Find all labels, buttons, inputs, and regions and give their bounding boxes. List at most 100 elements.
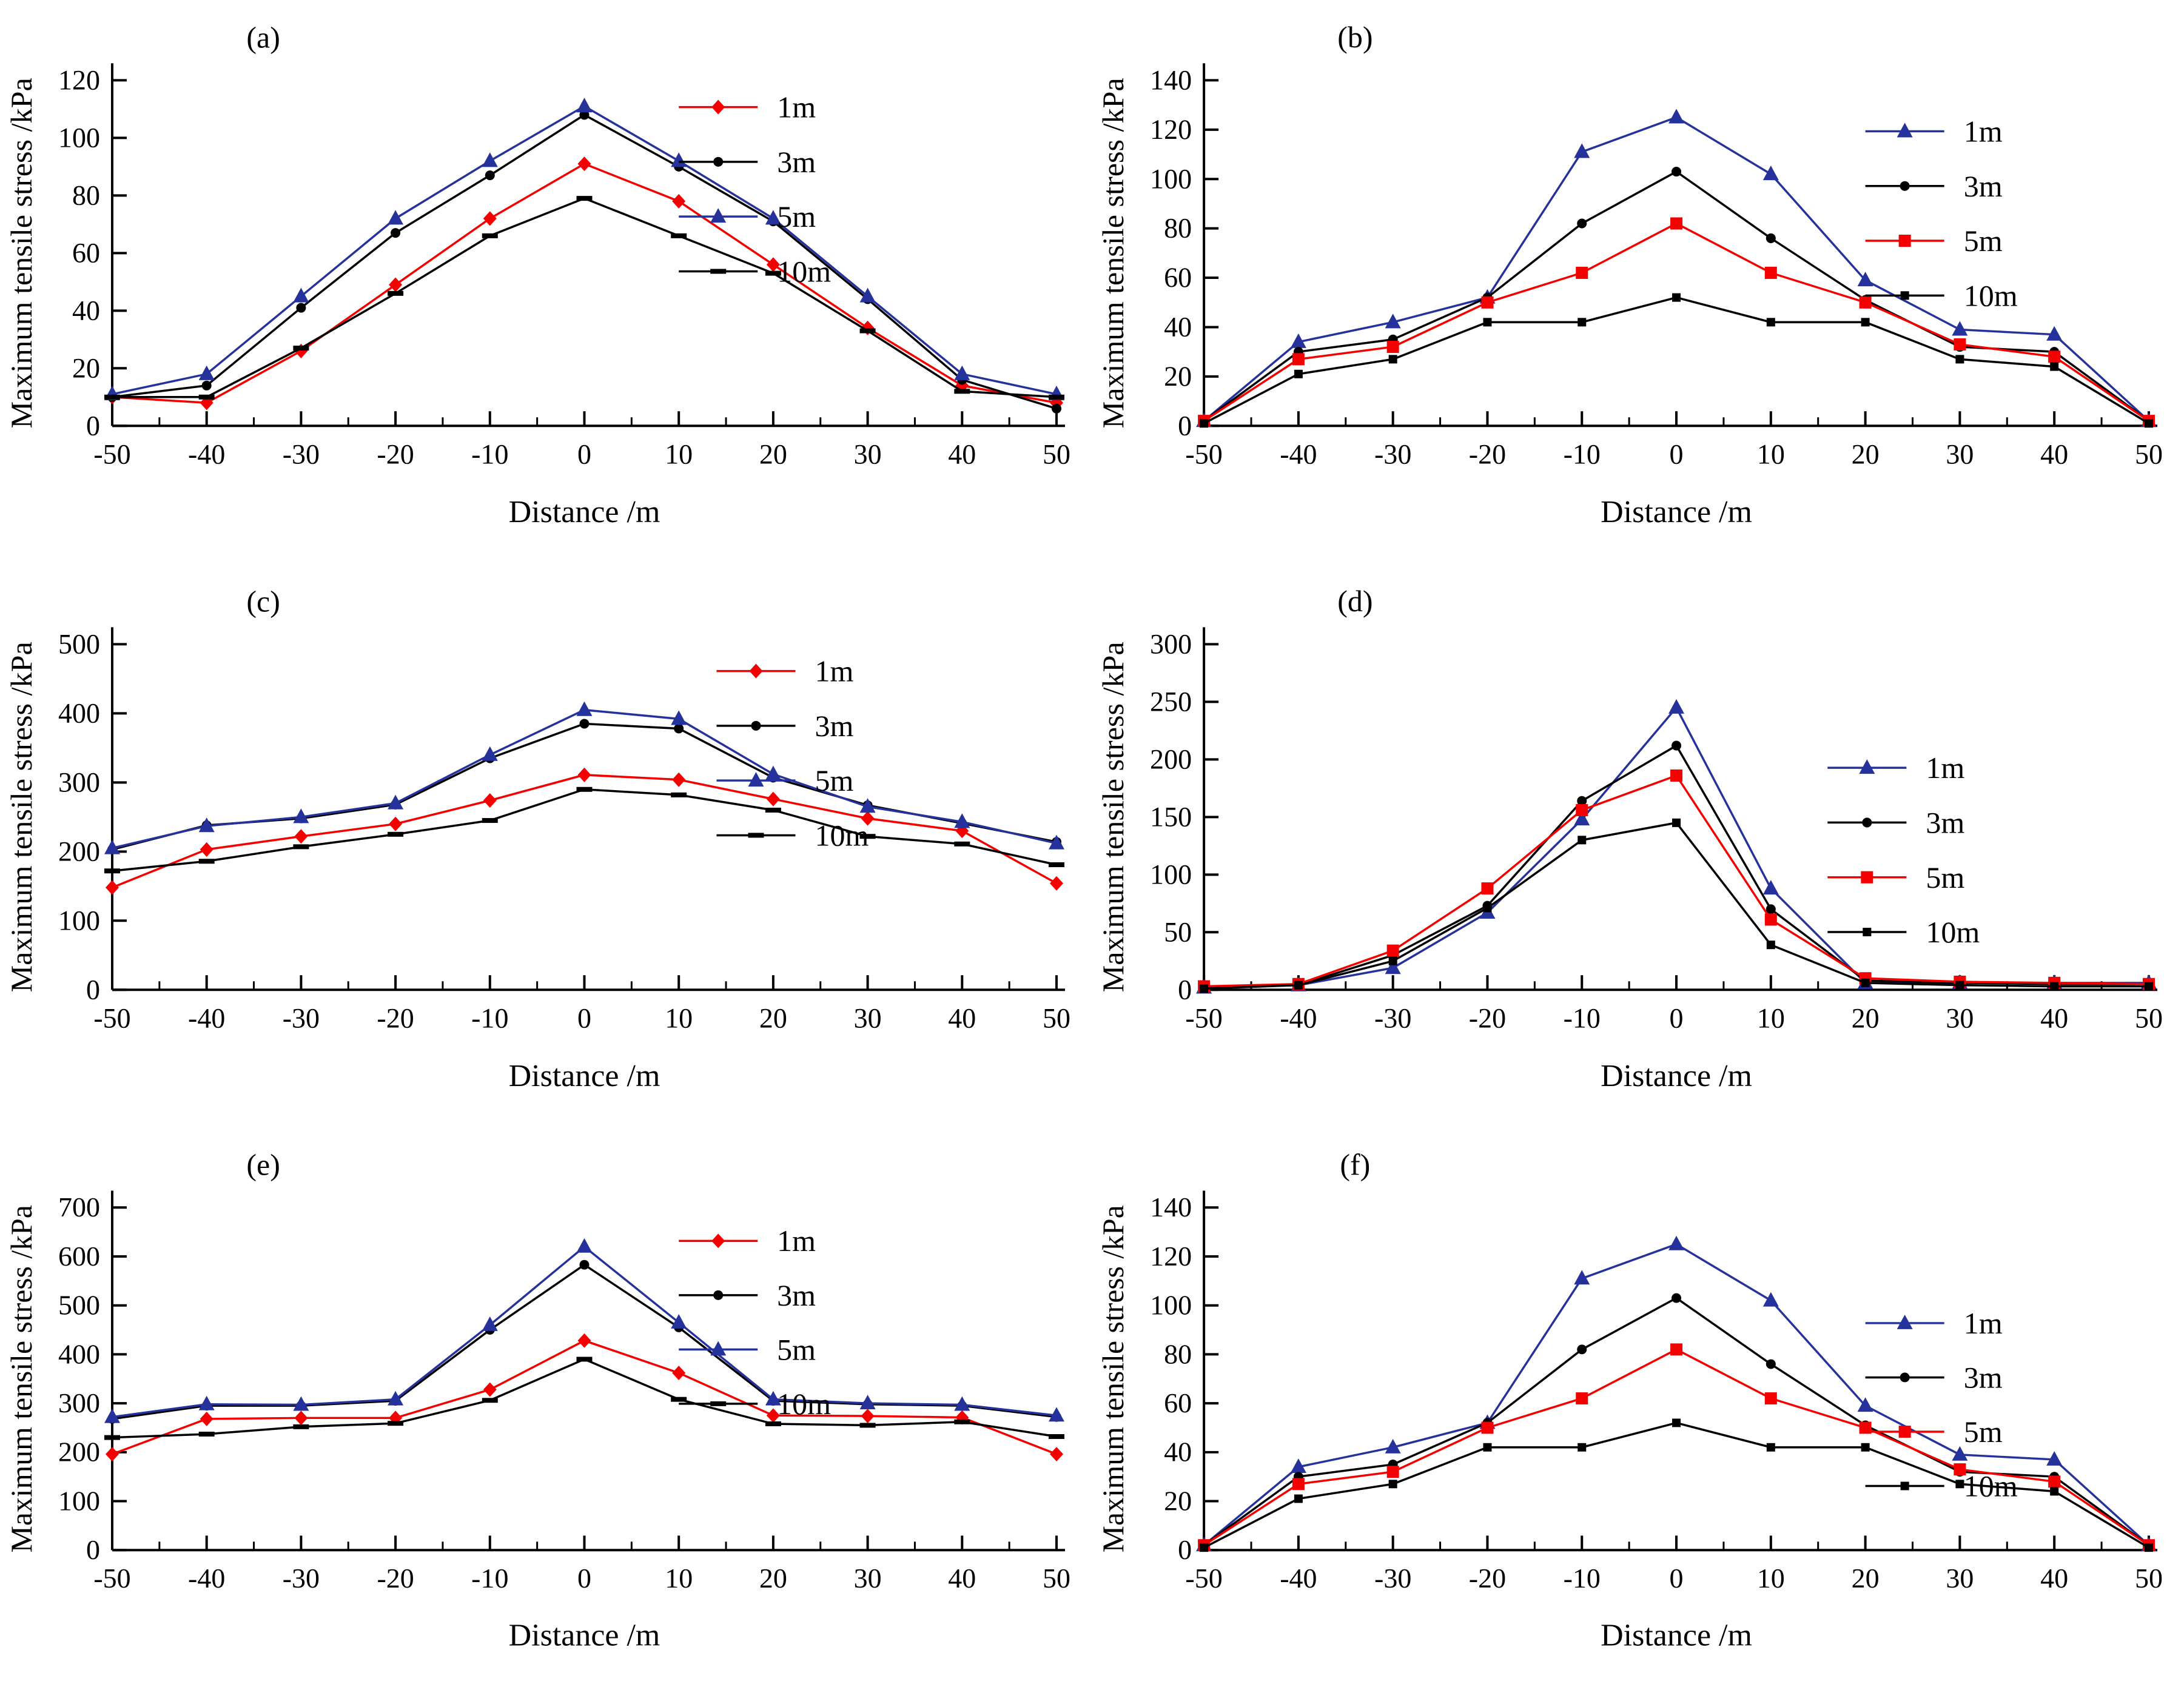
small-square-marker <box>1861 978 1870 987</box>
y-tick-label: 0 <box>1178 1534 1192 1565</box>
small-square-marker <box>1861 318 1870 327</box>
series-1m <box>106 156 1063 411</box>
square-marker <box>1954 1463 1966 1476</box>
triangle-marker <box>1857 1397 1873 1412</box>
triangle-marker <box>1762 166 1779 181</box>
legend-label: 10m <box>777 254 831 288</box>
triangle-marker <box>954 1396 970 1411</box>
series-1m <box>1196 1235 2157 1552</box>
legend-label: 1m <box>1964 1307 2003 1340</box>
x-tick-label: -40 <box>1280 1563 1317 1594</box>
x-axis-ticks: -50 -40 -30 -20 -10 0 10 20 30 40 50 <box>93 975 1070 1033</box>
legend-label: 10m <box>1964 278 2018 312</box>
triangle-marker <box>671 710 687 725</box>
dash-marker <box>859 834 876 839</box>
triangle-marker <box>1762 1292 1779 1307</box>
x-tick-label: -30 <box>1374 1563 1411 1594</box>
diamond-marker <box>577 1333 591 1348</box>
y-axis-title: Maximum tensile stress /kPa <box>1096 642 1130 992</box>
series-line <box>1204 774 2149 988</box>
triangle-marker <box>1952 1446 1968 1461</box>
triangle-marker <box>859 287 876 303</box>
triangle-marker <box>859 1395 876 1410</box>
legend-label: 1m <box>777 1224 816 1258</box>
x-tick-label: -10 <box>1564 1563 1601 1594</box>
x-tick-label: 20 <box>1852 438 1880 469</box>
square-marker <box>1292 1478 1305 1491</box>
dash-marker <box>954 1419 970 1424</box>
dash-marker <box>482 1398 498 1403</box>
y-tick-label: 60 <box>1164 262 1192 293</box>
chart-c: (c) 0 100 200 300 400 500 -50 -40 -30 -20 -10 0 10 20 3… <box>4 584 1070 1093</box>
panel-f: (f) 0 20 40 60 80 100 120 140 -50 -40 -30 -20 -10 0 10 2… <box>1092 1128 2184 1687</box>
dash-marker <box>482 818 498 823</box>
dash-marker <box>576 786 593 792</box>
dot-marker <box>1900 1372 1910 1383</box>
x-tick-label: -20 <box>1469 1002 1506 1033</box>
dot-marker <box>1862 817 1872 828</box>
axes <box>1203 627 2157 991</box>
axes <box>1203 63 2157 428</box>
y-axis-ticks: 0 100 200 300 400 500 600 700 <box>58 1192 127 1565</box>
dot-marker <box>1577 218 1587 229</box>
y-tick-label: 120 <box>1150 1241 1192 1272</box>
y-axis-ticks: 0 20 40 60 80 100 120 <box>58 64 127 441</box>
small-square-marker <box>1578 1443 1587 1452</box>
chart-d: (d) 0 50 100 150 200 250 300 -50 -40 -30 -20 -10 0 10 2… <box>1096 584 2163 1093</box>
series-3m <box>107 110 1061 414</box>
x-tick-label: -50 <box>1185 1002 1222 1033</box>
x-axis-ticks: -50 -40 -30 -20 -10 0 10 20 30 40 50 <box>1185 1535 2163 1594</box>
y-tick-label: 200 <box>58 836 100 867</box>
square-marker <box>1764 266 1777 279</box>
x-tick-label: 20 <box>759 438 787 469</box>
panel-letter: (f) <box>1340 1149 1370 1182</box>
small-square-marker <box>1672 818 1681 827</box>
triangle-marker <box>1049 834 1064 850</box>
small-square-marker <box>1388 1480 1397 1489</box>
dash-marker <box>388 831 404 837</box>
series-10m <box>1200 1418 2153 1552</box>
y-tick-label: 20 <box>72 352 100 383</box>
x-tick-label: 30 <box>854 438 882 469</box>
x-tick-label: -20 <box>377 1563 414 1594</box>
x-tick-label: -30 <box>283 1002 320 1033</box>
diamond-marker <box>749 663 763 679</box>
y-tick-label: 250 <box>1150 686 1192 717</box>
diamond-marker <box>672 193 686 209</box>
y-tick-label: 20 <box>1164 361 1192 392</box>
dash-marker <box>671 792 687 797</box>
small-square-marker <box>2050 1487 2059 1496</box>
triangle-marker <box>765 765 781 780</box>
small-square-marker <box>1955 981 1964 990</box>
y-tick-label: 100 <box>58 905 100 936</box>
dash-marker <box>293 1424 309 1429</box>
y-tick-label: 300 <box>1150 628 1192 659</box>
x-tick-label: -50 <box>93 438 130 469</box>
x-tick-label: 40 <box>948 438 976 469</box>
diamond-marker <box>861 1409 875 1424</box>
dot-marker <box>1672 740 1682 751</box>
triangle-marker <box>1859 759 1875 774</box>
triangle-marker <box>1668 1235 1685 1250</box>
panel-letter: (d) <box>1337 584 1373 618</box>
diamond-marker <box>106 880 119 895</box>
triangle-marker <box>1668 109 1685 124</box>
dot-marker <box>579 719 590 729</box>
dash-marker <box>388 1421 404 1426</box>
x-tick-label: 40 <box>948 1563 976 1594</box>
y-tick-label: 80 <box>72 179 100 210</box>
x-tick-label: 40 <box>2040 1563 2068 1594</box>
dot-marker <box>1766 904 1776 914</box>
diamond-marker <box>106 1447 119 1461</box>
x-tick-label: -40 <box>188 1563 225 1594</box>
dash-marker <box>198 859 215 864</box>
y-tick-label: 120 <box>58 64 100 95</box>
dash-marker <box>710 269 727 274</box>
x-tick-label: 30 <box>1946 1563 1974 1594</box>
x-tick-label: 20 <box>759 1002 787 1033</box>
dash-marker <box>954 841 970 847</box>
triangle-marker <box>482 1316 498 1331</box>
x-tick-label: -50 <box>1185 438 1222 469</box>
x-tick-label: -30 <box>283 438 320 469</box>
dot-marker <box>1577 1344 1587 1355</box>
